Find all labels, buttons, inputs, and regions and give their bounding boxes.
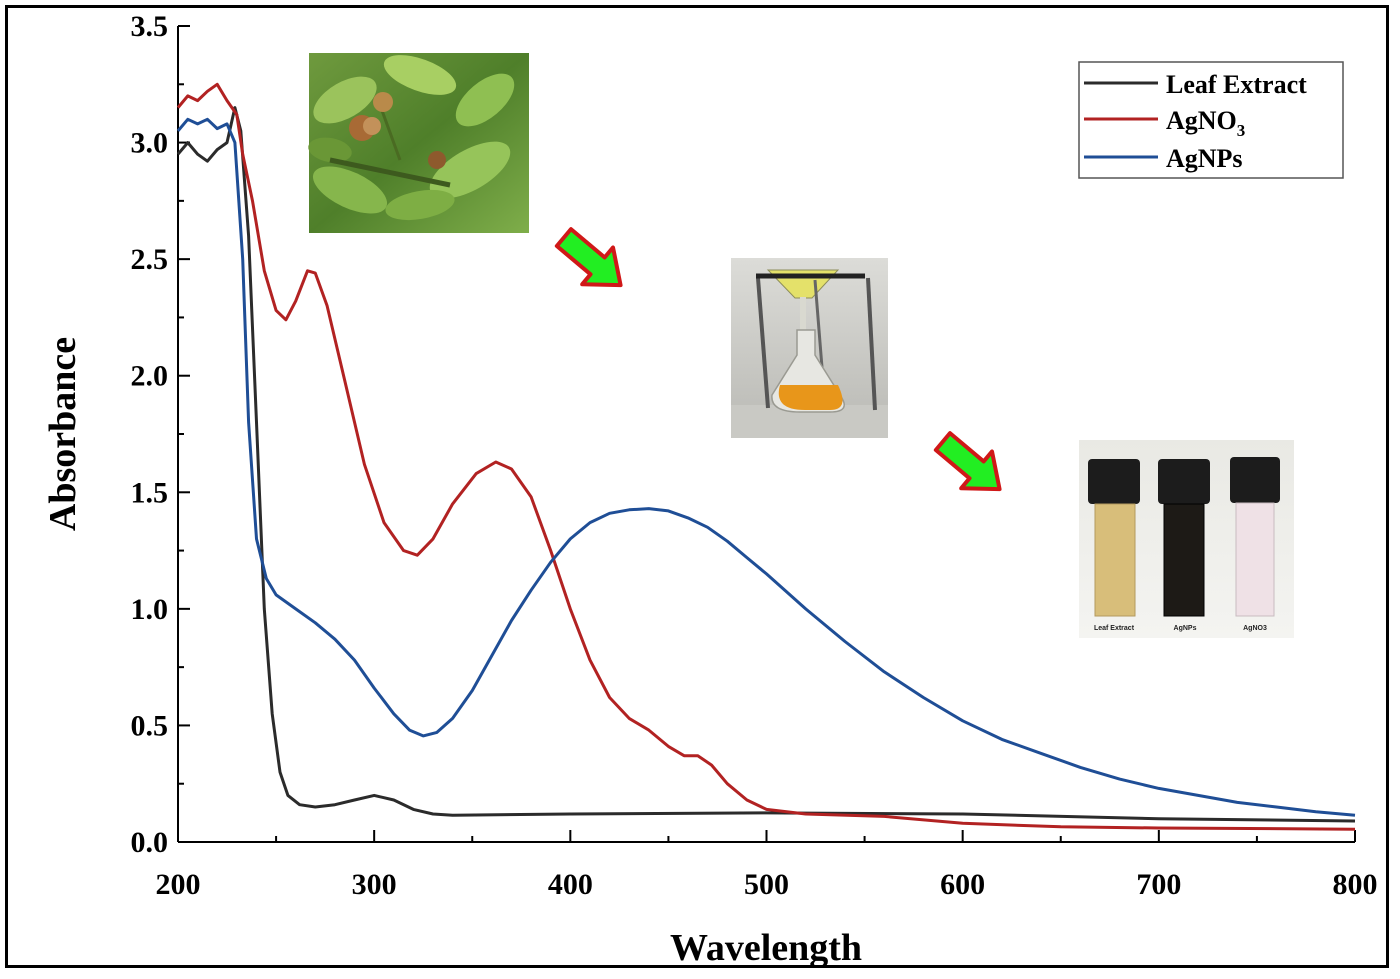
vials-photo: Leaf Extract AgNPs AgNO3 bbox=[1079, 440, 1294, 638]
y-tick-label: 0.0 bbox=[131, 826, 169, 859]
x-tick-label: 500 bbox=[744, 868, 789, 901]
y-tick-label: 1.0 bbox=[131, 593, 169, 626]
legend-label-agno3-sub: 3 bbox=[1237, 121, 1246, 140]
leaf-photo bbox=[308, 53, 529, 233]
x-tick-label: 400 bbox=[548, 868, 593, 901]
legend-label-agno3: AgNO3 bbox=[1166, 106, 1245, 140]
y-tick-label: 0.5 bbox=[131, 709, 169, 742]
y-ticks: 0.0 0.5 1.0 1.5 2.0 2.5 3.0 3.5 bbox=[131, 10, 190, 859]
x-tick-label: 700 bbox=[1136, 868, 1181, 901]
series-line-agno3 bbox=[176, 82, 1356, 831]
figure-frame bbox=[5, 5, 1389, 968]
x-tick-label: 600 bbox=[940, 868, 985, 901]
series-line-agnps bbox=[176, 117, 1356, 817]
vial-label: Leaf Extract bbox=[1094, 625, 1135, 632]
vial-label: AgNO3 bbox=[1243, 625, 1267, 632]
y-axis-title: Absorbance bbox=[42, 337, 84, 531]
y-tick-label: 1.5 bbox=[131, 476, 169, 509]
y-tick-label: 2.0 bbox=[131, 360, 169, 393]
x-tick-label: 200 bbox=[156, 868, 201, 901]
series-group bbox=[176, 82, 1356, 831]
axes: 200 300 400 500 600 700 800 0.0 0.5 1.0 1.5 2.0 2.5… bbox=[131, 10, 1378, 901]
arrow-shape bbox=[933, 431, 1002, 492]
filtration-photo bbox=[731, 258, 888, 438]
legend: Leaf Extract AgNO3 AgNPs bbox=[1078, 61, 1344, 179]
x-axis-title: Wavelength bbox=[670, 927, 862, 969]
legend-label-leaf-extract: Leaf Extract bbox=[1166, 70, 1307, 99]
x-tick-label: 300 bbox=[352, 868, 397, 901]
arrow-icon bbox=[933, 431, 1002, 492]
x-tick-label: 800 bbox=[1333, 868, 1378, 901]
legend-label-agno3-main: AgNO bbox=[1166, 106, 1237, 135]
arrow-icon bbox=[554, 227, 623, 288]
x-ticks: 200 300 400 500 600 700 800 bbox=[156, 830, 1378, 901]
y-tick-label: 2.5 bbox=[131, 243, 169, 276]
series-line-leaf-extract bbox=[176, 106, 1356, 823]
legend-label-agnps: AgNPs bbox=[1166, 144, 1243, 173]
vial-label: AgNPs bbox=[1174, 625, 1197, 632]
y-tick-label: 3.0 bbox=[131, 127, 169, 160]
arrow-shape bbox=[554, 227, 623, 288]
y-tick-label: 3.5 bbox=[131, 10, 169, 43]
